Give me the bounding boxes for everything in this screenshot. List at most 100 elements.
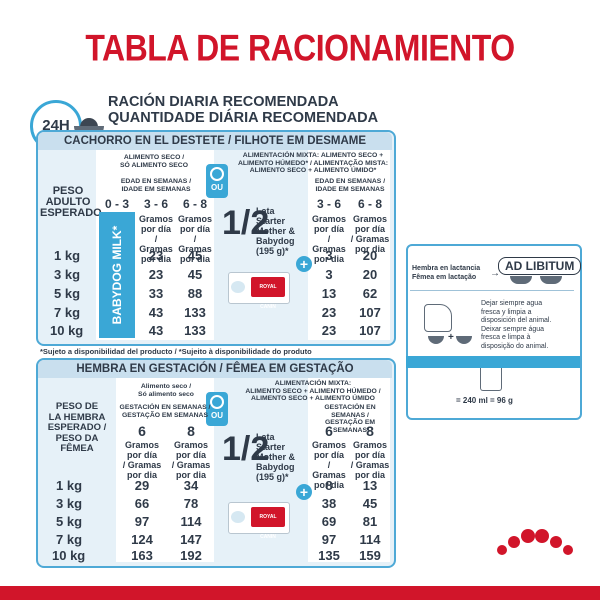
- royal-canin-crown-logo: [497, 529, 573, 555]
- table-cell: 43: [148, 305, 164, 320]
- ad-libitum-badge: AD LIBITUM: [498, 257, 582, 275]
- table-cell: 78: [183, 496, 199, 511]
- table-cell: 3: [325, 248, 333, 263]
- bowl-icon: [540, 276, 562, 284]
- or-badge: OU: [206, 164, 228, 198]
- subtitle-pt: QUANTIDADE DIÁRIA RECOMENDADA: [108, 110, 379, 126]
- table-cell: 192: [180, 548, 202, 563]
- mixed-column-bg: [308, 378, 390, 562]
- grams-label: Gramos por día / Gramas por dia: [311, 214, 346, 264]
- gestation-label-mixed: GESTACIÓN EN SEMANAS / GESTAÇÃO EM SEMANA…: [324, 404, 376, 434]
- or-badge: OU: [206, 392, 228, 426]
- table-cell: 45: [187, 267, 203, 282]
- mixed-week-6: 6: [325, 423, 333, 439]
- table-cell: 159: [359, 548, 381, 563]
- age-label-mixed: EDAD EN SEMANAS / IDADE EM SEMANAS: [314, 178, 386, 193]
- babydog-milk-column: BABYDOG MILK*: [99, 212, 135, 338]
- table-cell: 133: [184, 323, 206, 338]
- table-cell: 20: [362, 248, 378, 263]
- arrow-icon: →: [490, 268, 500, 279]
- water-tap-icon: [424, 304, 452, 332]
- table-cell: 33: [148, 286, 164, 301]
- grams-label: Gramos por día / Gramas por dia: [138, 214, 173, 264]
- weight-5kg: 5 kg: [56, 514, 83, 529]
- table-cell: 163: [131, 548, 153, 563]
- weight-10kg: 10 kg: [52, 548, 86, 563]
- table-cell: 97: [134, 514, 150, 529]
- table-cell: 23: [148, 267, 164, 282]
- blue-stripe: [406, 356, 580, 368]
- half-can-fraction: 1/2: [222, 204, 270, 242]
- measure-text: = 240 ml = 96 g: [456, 396, 513, 405]
- plus-icon: +: [296, 256, 312, 272]
- grams-label: Gramos por día / Gramas por dia: [171, 440, 211, 480]
- table-cell: 66: [134, 496, 150, 511]
- mixed-food-label: ALIMENTACIÓN MIXTA: ALIMENTO SECO + ALIME…: [245, 380, 381, 403]
- grams-label: Gramos por día / Gramas por dia: [177, 214, 212, 264]
- dry-food-label: ALIMENTO SECO / SÓ ALIMENTO SECO: [120, 154, 188, 169]
- table-cell: 88: [187, 286, 203, 301]
- age-label: EDAD EN SEMANAS / IDADE EM SEMANAS: [120, 178, 192, 193]
- table-cell: 114: [180, 514, 202, 529]
- dry-column-bg: [116, 378, 214, 562]
- table-cell: 13: [321, 286, 337, 301]
- grams-label: Gramos por día / Gramas por dia: [122, 440, 162, 480]
- kibble-icon: [80, 118, 98, 128]
- weight-1kg: 1 kg: [54, 248, 81, 263]
- table-cell: 38: [321, 496, 337, 511]
- measuring-cup-icon: [480, 368, 502, 391]
- age-6-8: 6 - 8: [182, 197, 207, 211]
- table-cell: 135: [318, 548, 340, 563]
- grams-label: Gramos por día / Gramas por dia: [311, 440, 346, 490]
- table-cell: 124: [131, 532, 153, 547]
- page-title: TABLA DE RACIONAMIENTO: [85, 27, 515, 69]
- wet-food-can-icon: ROYAL CANIN: [228, 272, 290, 310]
- weight-label: PESO ADULTO ESPERADO: [40, 185, 102, 219]
- grams-label: Gramos por día / Gramas por dia: [350, 214, 390, 254]
- table-cell: 45: [187, 248, 203, 263]
- pregnant-header: HEMBRA EN GESTACIÓN / FÊMEA EM GESTAÇÃO: [38, 360, 392, 378]
- mixed-column-bg: [308, 150, 390, 340]
- table-cell: 8: [325, 478, 333, 493]
- footer-stripe: [0, 586, 600, 600]
- water-bowl-icon: [456, 336, 472, 344]
- mixed-age-6-8: 6 - 8: [357, 197, 382, 211]
- age-0-3: 0 - 3: [104, 197, 129, 211]
- puppy-header: CACHORRO EN EL DESTETE / FILHOTE EM DESM…: [38, 132, 392, 150]
- subtitle-es: RACIÓN DIARIA RECOMENDADA: [108, 94, 339, 110]
- table-cell: 34: [183, 478, 199, 493]
- weight-10kg: 10 kg: [50, 323, 84, 338]
- weight-1kg: 1 kg: [56, 478, 83, 493]
- weight-7kg: 7 kg: [54, 305, 81, 320]
- table-cell: 29: [134, 478, 150, 493]
- table-cell: 147: [180, 532, 202, 547]
- table-cell: 133: [184, 305, 206, 320]
- plus-icon: +: [296, 484, 312, 500]
- lactation-label: Hembra en lactancia Fêmea em lactação: [412, 265, 481, 281]
- table-cell: 23: [321, 305, 337, 320]
- table-cell: 107: [359, 323, 381, 338]
- table-cell: 13: [362, 478, 378, 493]
- bowl-icon: [510, 276, 532, 284]
- half-can-fraction: 1/2: [222, 430, 270, 468]
- table-cell: 97: [321, 532, 337, 547]
- divider: [410, 290, 574, 291]
- weight-3kg: 3 kg: [56, 496, 83, 511]
- table-cell: 43: [148, 323, 164, 338]
- plus-icon: +: [448, 332, 454, 343]
- weight-5kg: 5 kg: [54, 286, 81, 301]
- dry-food-label: Alimento seco / Só alimento seco: [138, 383, 194, 398]
- table-cell: 20: [362, 267, 378, 282]
- water-text: Dejar siempre agua fresca y limpia a dispo…: [481, 300, 552, 350]
- female-weight-label: PESO DE LA HEMBRA ESPERADO / PESO DA FÊMEA: [47, 401, 107, 454]
- table-cell: 81: [362, 514, 378, 529]
- week-6: 6: [138, 423, 146, 439]
- can-description: Lata Starter Mother & Babydog (195 g)*: [256, 432, 295, 482]
- table-cell: 45: [362, 496, 378, 511]
- can-description: Lata Starter Mother & Babydog (195 g)*: [256, 206, 295, 256]
- footnote: *Sujeto a disponibilidad del producto / …: [40, 347, 312, 356]
- mixed-week-8: 8: [366, 423, 374, 439]
- grams-label: Gramos por día / Gramas por dia: [350, 440, 390, 480]
- table-cell: 62: [362, 286, 378, 301]
- mixed-age-3-6: 3 - 6: [316, 197, 341, 211]
